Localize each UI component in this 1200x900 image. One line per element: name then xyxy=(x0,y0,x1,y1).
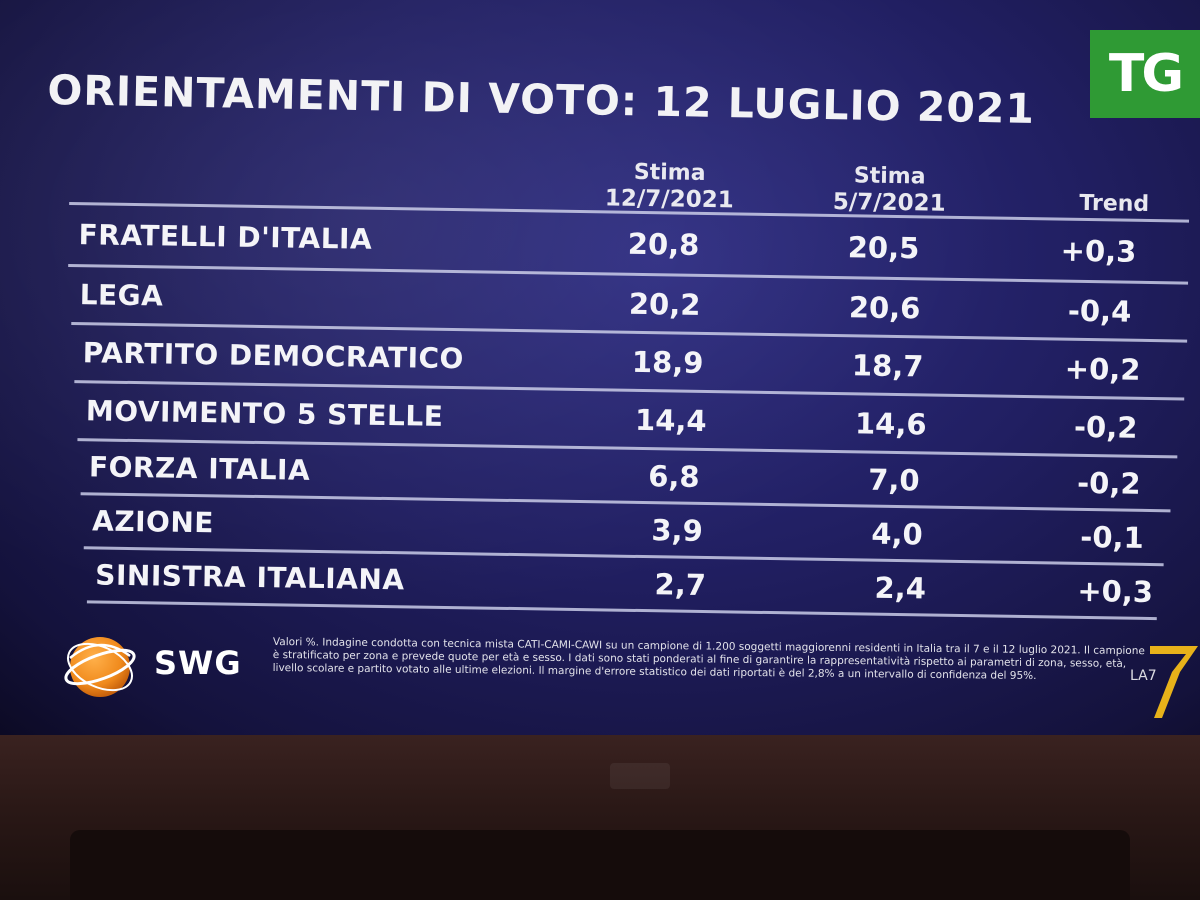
trend-value: -0,1 xyxy=(1080,519,1145,555)
la7-logo: LA7 xyxy=(1128,638,1200,718)
table-row: FRATELLI D'ITALIA 20,8 20,5 +0,3 xyxy=(68,210,1189,282)
party-name: AZIONE xyxy=(91,504,215,540)
trend-value: +0,3 xyxy=(1060,233,1137,269)
estimate-current: 18,9 xyxy=(631,344,704,380)
trend-value: +0,3 xyxy=(1077,573,1154,610)
estimate-current: 20,2 xyxy=(628,286,701,322)
estimate-previous: 4,0 xyxy=(871,516,924,552)
swg-logo: SWG xyxy=(58,628,258,706)
tg-logo: TG xyxy=(1090,30,1200,118)
party-name: FRATELLI D'ITALIA xyxy=(78,218,373,256)
la7-icon: LA7 xyxy=(1130,646,1198,718)
party-name: LEGA xyxy=(79,278,164,313)
estimate-previous: 18,7 xyxy=(851,348,924,384)
estimate-previous: 20,6 xyxy=(848,290,921,326)
tg-logo-text: TG xyxy=(1108,44,1184,104)
party-name: MOVIMENTO 5 STELLE xyxy=(85,394,444,433)
column-header-estimate-current: Stima 12/7/2021 xyxy=(589,158,750,215)
estimate-current: 20,8 xyxy=(627,226,700,262)
estimate-current: 6,8 xyxy=(647,459,700,494)
party-name: SINISTRA ITALIANA xyxy=(95,558,405,597)
column-header-trend: Trend xyxy=(1079,190,1150,217)
page-title: ORIENTAMENTI DI VOTO: 12 LUGLIO 2021 xyxy=(47,66,1036,133)
monitor-base xyxy=(70,830,1130,900)
swg-logo-text: SWG xyxy=(154,644,242,682)
estimate-current: 2,7 xyxy=(654,567,707,603)
estimate-previous: 2,4 xyxy=(874,570,927,606)
trend-value: +0,2 xyxy=(1064,351,1141,387)
monitor-brand-badge xyxy=(610,763,670,789)
footer: SWG Valori %. Indagine condotta con tecn… xyxy=(0,620,1200,735)
column-header-line1: Stima xyxy=(633,159,706,186)
party-name: PARTITO DEMOCRATICO xyxy=(82,336,465,376)
estimate-previous: 7,0 xyxy=(867,462,920,498)
globe-icon xyxy=(64,637,136,697)
estimate-previous: 20,5 xyxy=(847,230,920,266)
poll-table: Stima 12/7/2021 Stima 5/7/2021 Trend FRA… xyxy=(63,150,1200,638)
estimate-previous: 14,6 xyxy=(854,406,927,442)
estimate-current: 3,9 xyxy=(651,513,704,548)
la7-logo-text: LA7 xyxy=(1130,668,1157,684)
trend-value: -0,2 xyxy=(1076,465,1141,501)
trend-value: -0,2 xyxy=(1073,409,1138,445)
party-name: FORZA ITALIA xyxy=(88,450,311,487)
tv-screen: ORIENTAMENTI DI VOTO: 12 LUGLIO 2021 TG … xyxy=(0,0,1200,735)
methodology-note: Valori %. Indagine condotta con tecnica … xyxy=(272,636,1145,682)
trend-value: -0,4 xyxy=(1067,293,1132,329)
estimate-current: 14,4 xyxy=(634,402,707,439)
column-header-line1: Stima xyxy=(853,163,926,190)
column-header-estimate-previous: Stima 5/7/2021 xyxy=(809,162,970,219)
monitor-bezel xyxy=(0,735,1200,900)
